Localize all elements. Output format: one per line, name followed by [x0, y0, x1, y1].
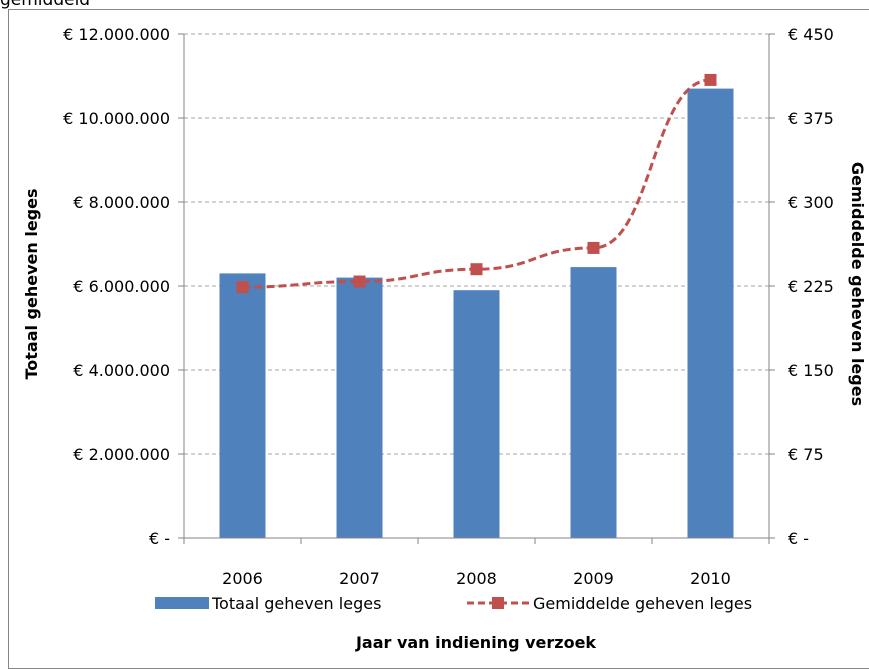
x-tick-label-2008: 2008	[456, 569, 497, 588]
bar-2007	[336, 277, 383, 538]
x-tick-label-2006: 2006	[222, 569, 263, 588]
legend-label-bar: Totaal geheven leges	[211, 594, 381, 613]
axes	[178, 33, 775, 544]
line-gemiddelde	[242, 78, 711, 289]
marker-2010	[704, 73, 717, 86]
marker-2008	[470, 263, 483, 276]
y-tick-label-right: € -	[788, 529, 809, 548]
line-series	[236, 73, 717, 294]
bar-2008	[453, 290, 500, 538]
x-axis-title: Jaar van indiening verzoek	[355, 633, 596, 652]
top-caption: gemiddeld	[0, 0, 91, 10]
y-tick-label-left: € 12.000.000	[63, 25, 170, 44]
tick-labels: € - € 2.000.000 € 4.000.000 € 6.000.000 € 8.…	[63, 25, 834, 588]
y-axis-title-left: Totaal geheven leges	[22, 188, 41, 379]
combo-chart: € - € 2.000.000 € 4.000.000 € 6.000.000 € 8.…	[22, 25, 867, 652]
legend-swatch-marker	[492, 597, 504, 609]
y-tick-label-left: € 4.000.000	[73, 361, 170, 380]
marker-2007	[353, 275, 366, 288]
bar-2009	[570, 267, 617, 538]
y-tick-label-left: € 10.000.000	[63, 109, 170, 128]
legend-swatch-bar	[155, 597, 209, 609]
y-tick-label-left: € 8.000.000	[73, 193, 170, 212]
y-tick-label-right: € 150	[788, 361, 834, 380]
marker-2006	[236, 281, 249, 294]
bar-series	[219, 88, 734, 538]
y-tick-label-right: € 450	[788, 25, 834, 44]
bar-2006	[219, 273, 266, 538]
y-tick-label-right: € 225	[788, 277, 834, 296]
y-tick-label-left: € -	[149, 529, 170, 548]
legend-label-line: Gemiddelde geheven leges	[533, 594, 752, 613]
x-tick-label-2010: 2010	[690, 569, 731, 588]
x-tick-label-2007: 2007	[339, 569, 380, 588]
marker-2009	[587, 241, 600, 254]
x-tick-label-2009: 2009	[573, 569, 614, 588]
chart-frame: € - € 2.000.000 € 4.000.000 € 6.000.000 € 8.…	[8, 9, 869, 669]
y-tick-label-left: € 2.000.000	[73, 445, 170, 464]
legend: Totaal geheven leges Gemiddelde geheven …	[155, 594, 752, 613]
bar-2010	[687, 88, 734, 538]
y-tick-label-right: € 375	[788, 109, 834, 128]
y-tick-label-right: € 300	[788, 193, 834, 212]
y-axis-title-right: Gemiddelde geheven leges	[848, 162, 867, 406]
y-tick-label-left: € 6.000.000	[73, 277, 170, 296]
y-tick-label-right: € 75	[788, 445, 824, 464]
